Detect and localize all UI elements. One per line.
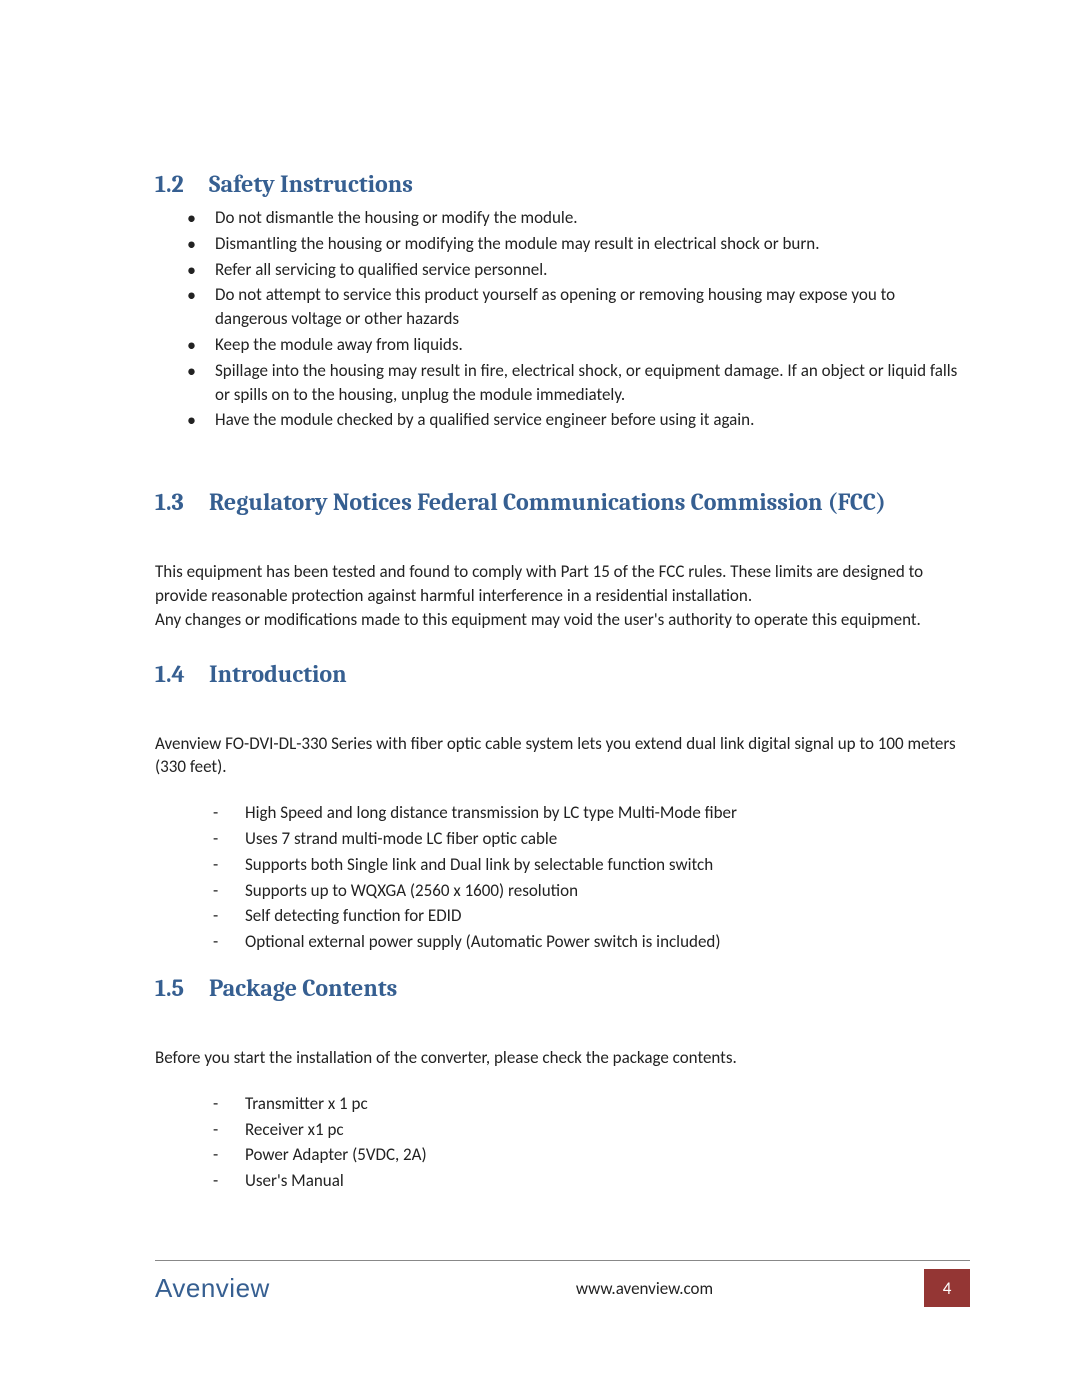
list-item: Do not dismantle the housing or modify t… bbox=[185, 206, 970, 230]
section-number: 1.3 bbox=[155, 488, 209, 516]
list-item: Supports both Single link and Dual link … bbox=[209, 853, 970, 877]
section-title: Introduction bbox=[209, 660, 347, 688]
section-number: 1.4 bbox=[155, 660, 209, 688]
list-item: Do not attempt to service this product y… bbox=[185, 283, 970, 331]
footer-divider bbox=[155, 1260, 970, 1261]
page-number-box: 4 bbox=[924, 1269, 970, 1307]
section-heading-regulatory: 1.3Regulatory Notices Federal Communicat… bbox=[155, 488, 970, 516]
regulatory-paragraph-1: This equipment has been tested and found… bbox=[155, 560, 970, 608]
list-item: Dismantling the housing or modifying the… bbox=[185, 232, 970, 256]
section-title: Regulatory Notices Federal Communication… bbox=[209, 488, 886, 516]
introduction-feature-list: High Speed and long distance transmissio… bbox=[209, 801, 970, 954]
list-item: Have the module checked by a qualified s… bbox=[185, 408, 970, 432]
page-footer: Avenview www.avenview.com 4 bbox=[155, 1260, 970, 1307]
package-contents-list: Transmitter x 1 pc Receiver x1 pc Power … bbox=[209, 1092, 970, 1193]
list-item: Optional external power supply (Automati… bbox=[209, 930, 970, 954]
package-paragraph: Before you start the installation of the… bbox=[155, 1046, 970, 1070]
section-title: Safety Instructions bbox=[209, 170, 413, 198]
section-number: 1.2 bbox=[155, 170, 209, 198]
introduction-paragraph: Avenview FO-DVI-DL-330 Series with fiber… bbox=[155, 732, 970, 780]
section-heading-safety: 1.2Safety Instructions bbox=[155, 170, 970, 198]
list-item: Refer all servicing to qualified service… bbox=[185, 258, 970, 282]
regulatory-paragraph-2: Any changes or modifications made to thi… bbox=[155, 608, 970, 632]
list-item: Transmitter x 1 pc bbox=[209, 1092, 970, 1116]
list-item: Uses 7 strand multi-mode LC fiber optic … bbox=[209, 827, 970, 851]
section-title: Package Contents bbox=[209, 974, 397, 1002]
list-item: Self detecting function for EDID bbox=[209, 904, 970, 928]
safety-bullet-list: Do not dismantle the housing or modify t… bbox=[185, 206, 970, 432]
section-heading-package: 1.5Package Contents bbox=[155, 974, 970, 1002]
section-number: 1.5 bbox=[155, 974, 209, 1002]
list-item: Keep the module away from liquids. bbox=[185, 333, 970, 357]
list-item: High Speed and long distance transmissio… bbox=[209, 801, 970, 825]
list-item: Receiver x1 pc bbox=[209, 1118, 970, 1142]
list-item: Power Adapter (5VDC, 2A) bbox=[209, 1143, 970, 1167]
list-item: Supports up to WQXGA (2560 x 1600) resol… bbox=[209, 879, 970, 903]
list-item: Spillage into the housing may result in … bbox=[185, 359, 970, 407]
section-heading-introduction: 1.4Introduction bbox=[155, 660, 970, 688]
list-item: User's Manual bbox=[209, 1169, 970, 1193]
footer-logo: Avenview bbox=[155, 1269, 365, 1307]
footer-url: www.avenview.com bbox=[365, 1269, 924, 1307]
